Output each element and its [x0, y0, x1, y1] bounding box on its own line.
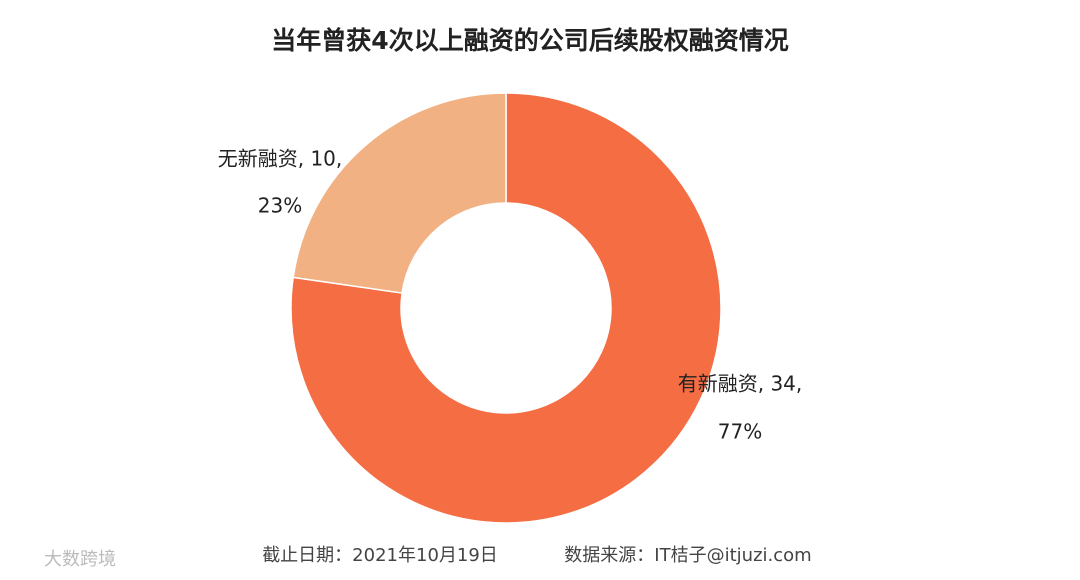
footer-date: 截止日期：2021年10月19日 [262, 545, 498, 566]
donut-slice [292, 92, 507, 294]
data-label: 有新融资, 34, [678, 372, 803, 396]
data-label: 无新融资, 10, [218, 147, 343, 171]
percent-label: 77% [718, 420, 762, 444]
watermark: 大数跨境 [44, 549, 116, 570]
donut-slice [290, 92, 722, 524]
chart-title: 当年曾获4次以上融资的公司后续股权融资情况 [271, 26, 788, 55]
footer-source: 数据来源：IT桔子@itjuzi.com [564, 545, 811, 566]
percent-label: 23% [258, 194, 302, 218]
